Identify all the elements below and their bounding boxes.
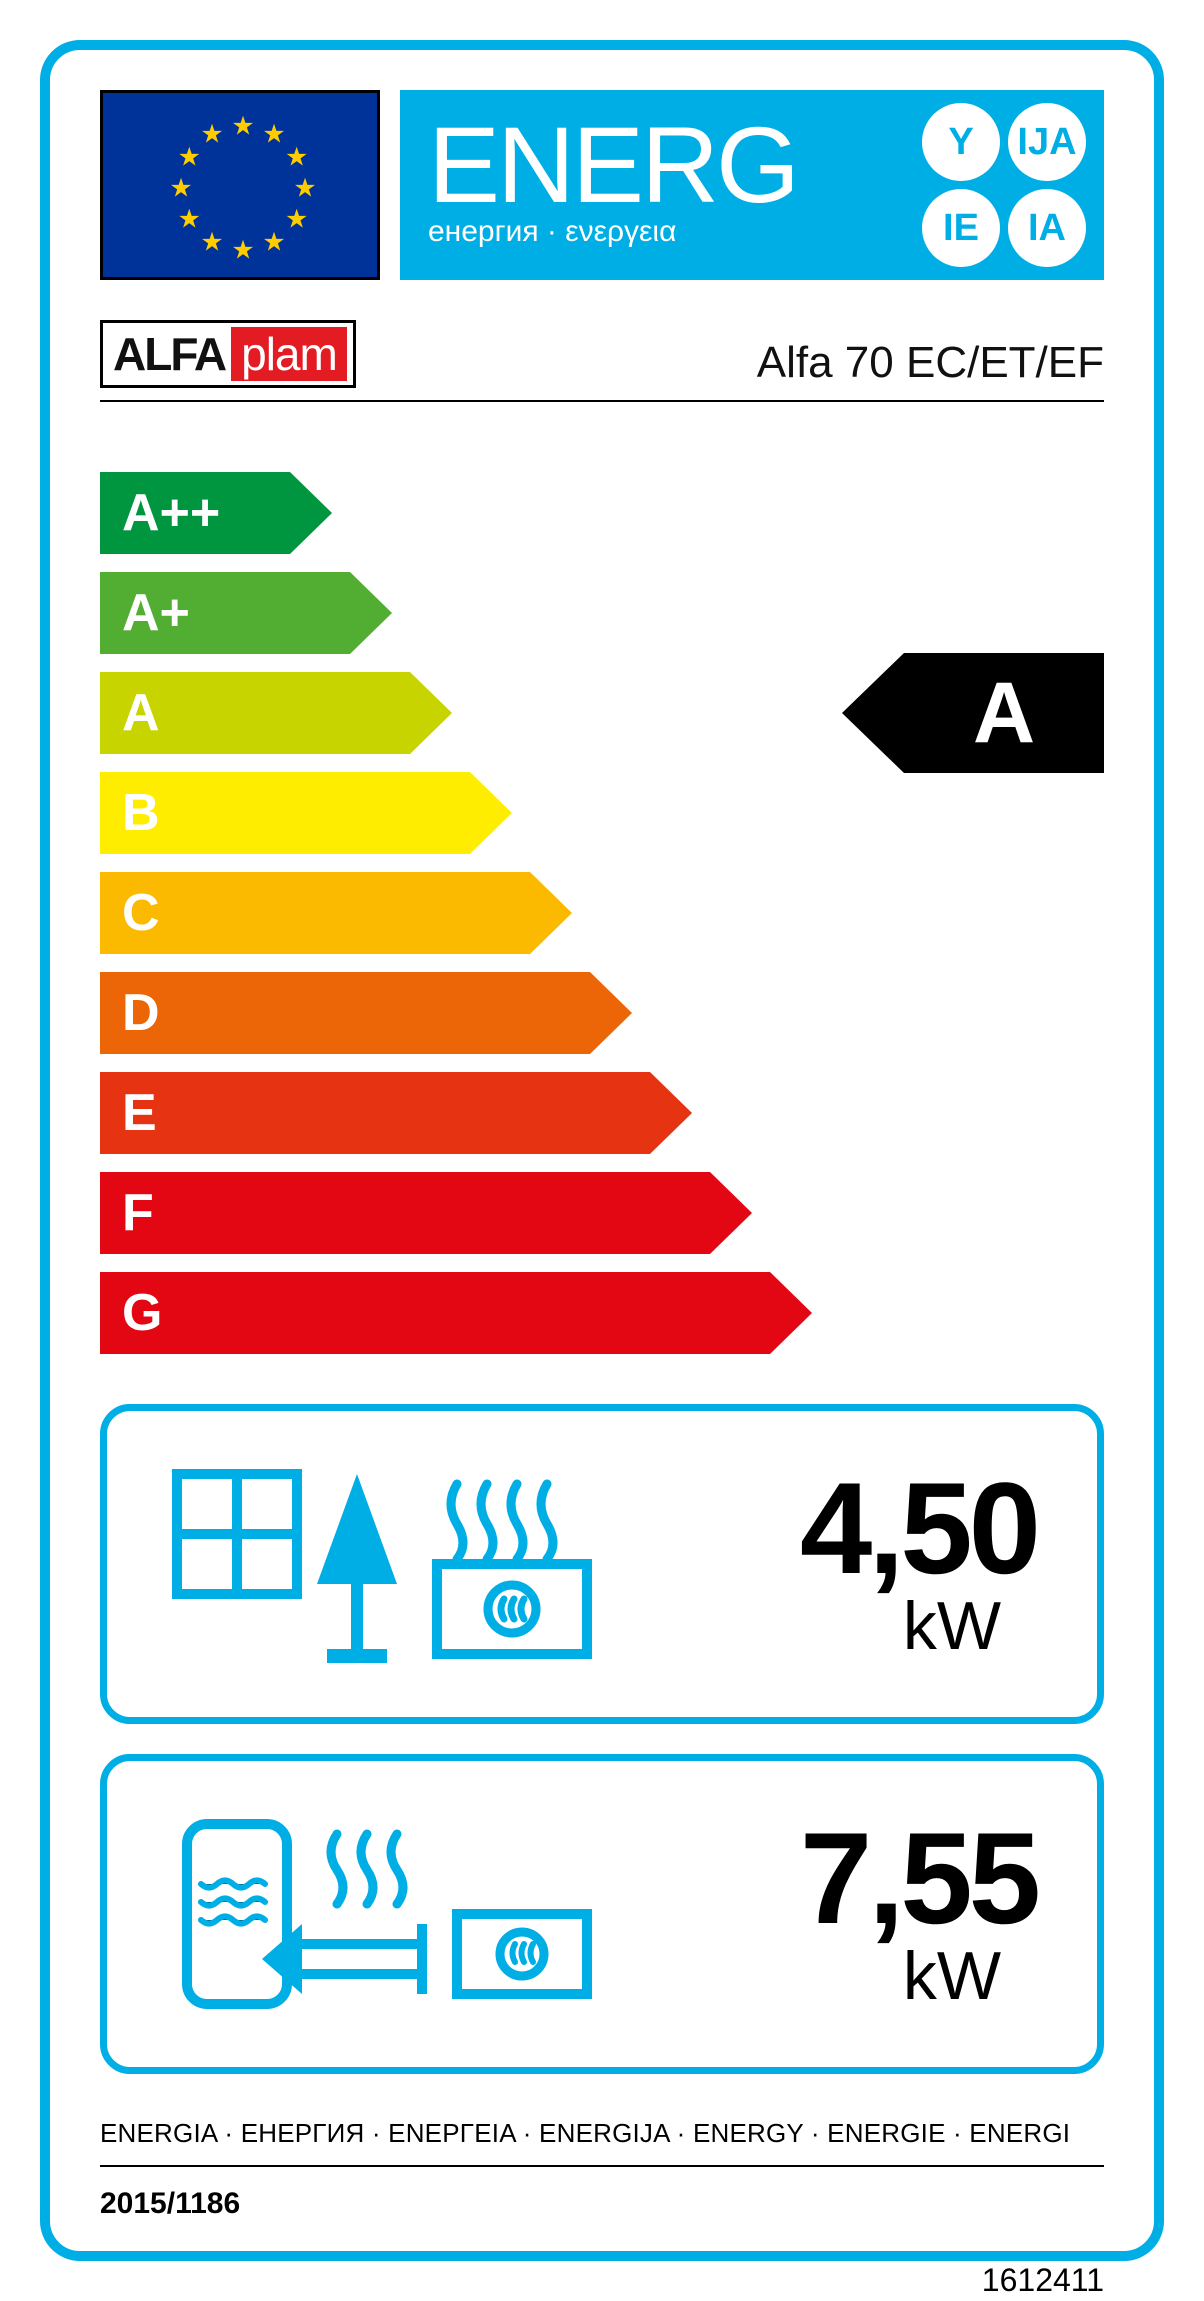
document-id: 1612411	[982, 2262, 1104, 2299]
eu-star: ★	[200, 119, 223, 150]
efficiency-arrow: D	[100, 972, 632, 1054]
eu-star: ★	[169, 173, 192, 204]
efficiency-row: A++	[100, 472, 1104, 554]
efficiency-arrow-head	[290, 472, 332, 554]
energ-subheading: енергия · ενεργεια	[428, 215, 904, 249]
efficiency-arrow-head	[470, 772, 512, 854]
efficiency-row: B	[100, 772, 1104, 854]
efficiency-section: A++A+AABCDEFG	[100, 472, 1104, 1354]
efficiency-row: AA	[100, 672, 1104, 754]
efficiency-arrow-head	[590, 972, 632, 1054]
energ-heading: ENERG	[428, 121, 904, 210]
efficiency-arrow: A++	[100, 472, 332, 554]
efficiency-arrow-label: G	[100, 1272, 770, 1354]
efficiency-arrow-label: B	[100, 772, 470, 854]
efficiency-arrow-head	[650, 1072, 692, 1154]
energ-suffix-bubble: IE	[922, 189, 1000, 267]
eu-star: ★	[262, 119, 285, 150]
energy-label-card: ★★★★★★★★★★★★ ENERG енергия · ενεργεια YI…	[40, 40, 1164, 2261]
efficiency-row: D	[100, 972, 1104, 1054]
efficiency-arrow: C	[100, 872, 572, 954]
efficiency-arrow-label: F	[100, 1172, 710, 1254]
efficiency-arrow: G	[100, 1272, 812, 1354]
indirect-heat-icon	[157, 1794, 597, 2034]
eu-star: ★	[285, 142, 308, 173]
efficiency-arrow-label: A+	[100, 572, 350, 654]
efficiency-arrow: F	[100, 1172, 752, 1254]
brand-plam-text: PLam	[231, 327, 347, 381]
efficiency-arrow-label: E	[100, 1072, 650, 1154]
outputs-container: 4,50kW7,55kW	[100, 1404, 1104, 2074]
eu-star: ★	[262, 226, 285, 257]
efficiency-row: F	[100, 1172, 1104, 1254]
brand-alfa-text: aLFa	[109, 327, 231, 381]
efficiency-arrow-label: C	[100, 872, 530, 954]
efficiency-arrow: E	[100, 1072, 692, 1154]
energ-block: ENERG енергия · ενεργεια YIJAIEIA	[400, 90, 1104, 280]
energ-suffix-bubble: IJA	[1008, 103, 1086, 181]
efficiency-arrow: A	[100, 672, 452, 754]
efficiency-arrow: B	[100, 772, 512, 854]
eu-star: ★	[200, 226, 223, 257]
regulation-number: 2015/1186	[100, 2187, 1104, 2221]
energ-suffix-grid: YIJAIEIA	[922, 103, 1086, 267]
brand-model-row: aLFa PLam Alfa 70 EC/ET/EF	[100, 320, 1104, 402]
indirect-heat-output-box: 7,55kW	[100, 1754, 1104, 2074]
indirect-output-value: 7,55	[637, 1813, 1037, 1943]
rating-indicator: A	[842, 653, 1104, 773]
efficiency-row: C	[100, 872, 1104, 954]
brand-badge: aLFa PLam	[100, 320, 356, 388]
direct-heat-output-box: 4,50kW	[100, 1404, 1104, 1724]
energ-suffix-bubble: IA	[1008, 189, 1086, 267]
direct-heat-icon	[157, 1444, 597, 1684]
eu-star: ★	[178, 204, 201, 235]
efficiency-arrow-head	[770, 1272, 812, 1354]
efficiency-arrow: A+	[100, 572, 392, 654]
efficiency-arrow-head	[350, 572, 392, 654]
eu-star: ★	[285, 204, 308, 235]
rating-indicator-label: A	[904, 653, 1104, 773]
efficiency-arrow-head	[530, 872, 572, 954]
header-row: ★★★★★★★★★★★★ ENERG енергия · ενεργεια YI…	[100, 90, 1104, 280]
eu-star: ★	[178, 142, 201, 173]
footer-languages: ENERGIA · ЕНЕРГИЯ · ΕΝΕΡΓΕΙΑ · ENERGIJA …	[100, 2118, 1104, 2167]
eu-star: ★	[293, 173, 316, 204]
efficiency-row: G	[100, 1272, 1104, 1354]
efficiency-row: A+	[100, 572, 1104, 654]
eu-star: ★	[231, 235, 254, 266]
efficiency-arrow-label: A++	[100, 472, 290, 554]
energ-suffix-bubble: Y	[922, 103, 1000, 181]
efficiency-arrow-label: D	[100, 972, 590, 1054]
efficiency-arrow-head	[410, 672, 452, 754]
eu-star: ★	[231, 111, 254, 142]
direct-output-value: 4,50	[637, 1463, 1037, 1593]
model-name: Alfa 70 EC/ET/EF	[757, 338, 1104, 388]
eu-flag: ★★★★★★★★★★★★	[100, 90, 380, 280]
efficiency-row: E	[100, 1072, 1104, 1154]
efficiency-arrow-head	[710, 1172, 752, 1254]
efficiency-arrow-label: A	[100, 672, 410, 754]
